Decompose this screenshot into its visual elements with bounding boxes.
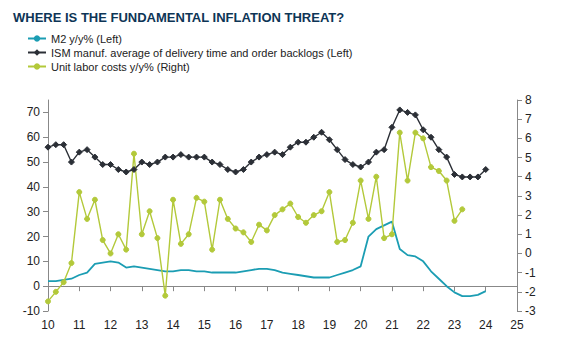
svg-text:0: 0 (525, 246, 532, 260)
svg-text:13: 13 (135, 318, 149, 332)
svg-text:12: 12 (104, 318, 118, 332)
svg-text:60: 60 (27, 130, 41, 144)
svg-text:5: 5 (525, 151, 532, 165)
svg-text:6: 6 (525, 131, 532, 145)
svg-text:50: 50 (27, 155, 41, 169)
svg-text:0: 0 (33, 279, 40, 293)
svg-text:20: 20 (354, 318, 368, 332)
svg-text:17: 17 (260, 318, 274, 332)
svg-text:11: 11 (73, 318, 86, 332)
svg-text:-1: -1 (525, 266, 536, 280)
svg-text:-2: -2 (525, 285, 536, 299)
svg-text:25: 25 (510, 318, 524, 332)
svg-text:ISM manuf. average of delivery: ISM manuf. average of delivery time and … (51, 47, 352, 59)
svg-text:22: 22 (417, 318, 431, 332)
svg-text:1: 1 (525, 227, 532, 241)
svg-text:14: 14 (166, 318, 180, 332)
svg-text:8: 8 (525, 93, 532, 107)
svg-text:19: 19 (323, 318, 337, 332)
svg-text:21: 21 (385, 318, 399, 332)
svg-text:10: 10 (27, 254, 41, 268)
svg-text:-10: -10 (23, 304, 41, 318)
svg-text:16: 16 (229, 318, 243, 332)
svg-text:15: 15 (198, 318, 212, 332)
svg-text:-3: -3 (525, 304, 536, 318)
svg-text:3: 3 (525, 189, 532, 203)
svg-text:18: 18 (291, 318, 305, 332)
svg-text:M2 y/y% (Left): M2 y/y% (Left) (51, 33, 122, 45)
svg-text:20: 20 (27, 230, 41, 244)
svg-text:WHERE IS THE FUNDAMENTAL INFLA: WHERE IS THE FUNDAMENTAL INFLATION THREA… (13, 10, 344, 25)
svg-text:23: 23 (448, 318, 462, 332)
svg-text:2: 2 (525, 208, 532, 222)
svg-text:10: 10 (41, 318, 55, 332)
svg-text:24: 24 (479, 318, 493, 332)
svg-text:30: 30 (27, 205, 41, 219)
svg-text:4: 4 (525, 170, 532, 184)
svg-text:70: 70 (27, 105, 41, 119)
svg-text:40: 40 (27, 180, 41, 194)
svg-text:Unit labor costs y/y% (Right): Unit labor costs y/y% (Right) (51, 61, 190, 73)
svg-text:7: 7 (525, 112, 532, 126)
